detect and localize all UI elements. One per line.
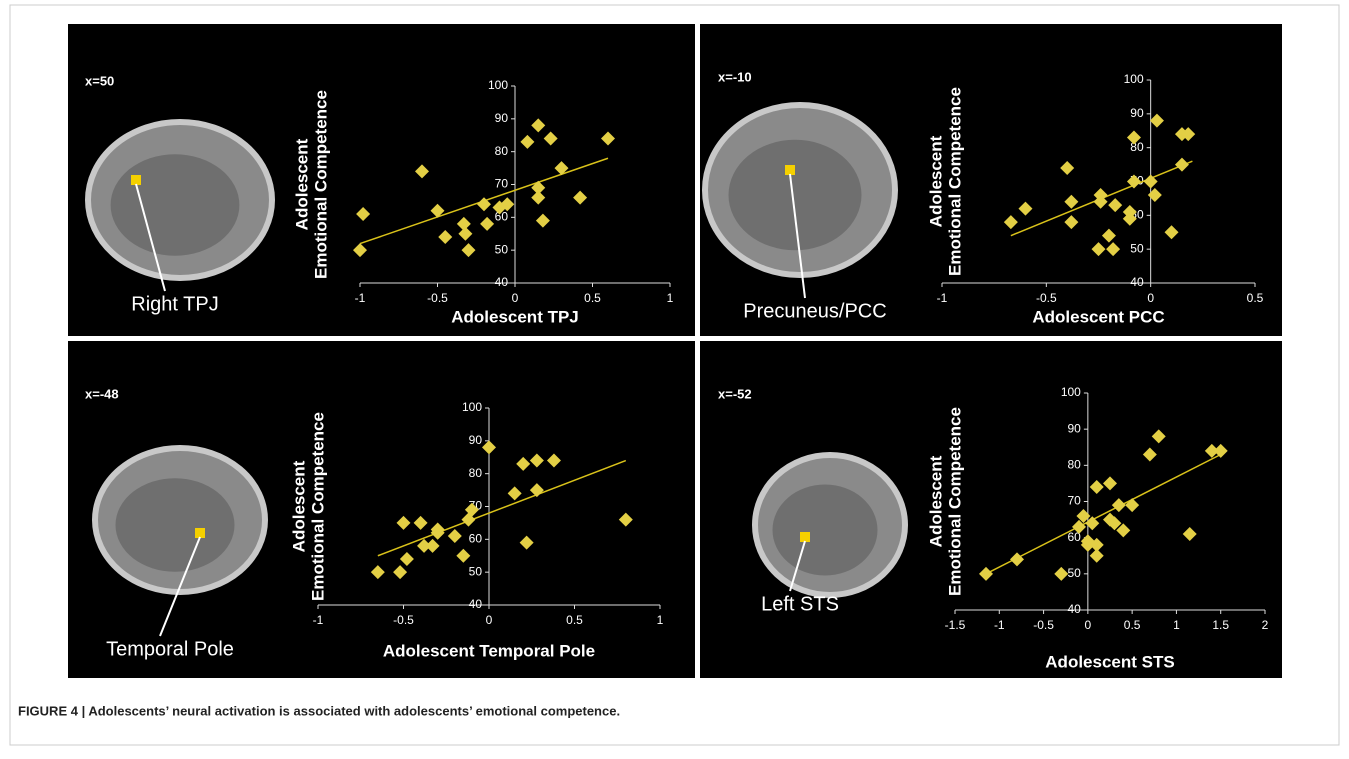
y-axis-label: Emotional Competence bbox=[311, 90, 330, 279]
y-tick-label: 50 bbox=[495, 242, 509, 256]
y-tick-label: 90 bbox=[469, 433, 483, 447]
x-tick-label: -0.5 bbox=[1036, 291, 1057, 305]
panel: x=-48Temporal Pole405060708090100-1-0.50… bbox=[68, 341, 695, 678]
region-label: Precuneus/PCC bbox=[743, 300, 886, 322]
panel: x=-10Precuneus/PCC405060708090100-1-0.50… bbox=[700, 24, 1282, 336]
x-tick-label: 0 bbox=[1147, 291, 1154, 305]
y-tick-label: 80 bbox=[1067, 458, 1081, 472]
region-label: Right TPJ bbox=[131, 293, 218, 315]
caption: FIGURE 4 | Adolescents’ neural activatio… bbox=[18, 703, 620, 718]
y-axis-label: Adolescent bbox=[926, 455, 945, 547]
x-tick-label: -1 bbox=[937, 291, 948, 305]
x-axis-label: Adolescent PCC bbox=[1032, 307, 1164, 326]
y-tick-label: 100 bbox=[462, 400, 482, 414]
brain-detail bbox=[111, 154, 240, 255]
y-tick-label: 40 bbox=[469, 597, 483, 611]
x-axis-label: Adolescent Temporal Pole bbox=[383, 641, 595, 660]
x-tick-label: 0.5 bbox=[1247, 291, 1264, 305]
x-tick-label: -1 bbox=[355, 291, 366, 305]
region-label: Left STS bbox=[761, 593, 839, 615]
y-tick-label: 90 bbox=[1067, 421, 1081, 435]
figure: FIGURE 4 | Adolescents’ neural activatio… bbox=[0, 0, 1349, 754]
x-tick-label: -1 bbox=[994, 618, 1005, 632]
y-tick-label: 50 bbox=[1130, 241, 1144, 255]
y-tick-label: 40 bbox=[1067, 602, 1081, 616]
y-axis-label: Emotional Competence bbox=[945, 87, 964, 276]
x-tick-label: 0 bbox=[512, 291, 519, 305]
y-tick-label: 60 bbox=[469, 532, 483, 546]
y-tick-label: 80 bbox=[495, 144, 509, 158]
x-axis-label: Adolescent TPJ bbox=[451, 307, 579, 326]
x-tick-label: 0 bbox=[486, 613, 493, 627]
x-tick-label: 1 bbox=[667, 291, 674, 305]
y-tick-label: 90 bbox=[1130, 106, 1144, 120]
y-axis-label: Emotional Competence bbox=[308, 412, 327, 601]
region-label: Temporal Pole bbox=[106, 638, 234, 660]
x-tick-label: 2 bbox=[1262, 618, 1269, 632]
x-axis-label: Adolescent STS bbox=[1045, 652, 1174, 671]
y-tick-label: 100 bbox=[488, 78, 508, 92]
x-tick-label: -0.5 bbox=[427, 291, 448, 305]
activation-spot bbox=[785, 165, 795, 175]
brain-detail bbox=[116, 478, 235, 572]
brain-detail bbox=[729, 140, 862, 251]
x-tick-label: 0 bbox=[1085, 618, 1092, 632]
y-tick-label: 70 bbox=[495, 177, 509, 191]
activation-spot bbox=[131, 175, 141, 185]
x-tick-label: -1 bbox=[313, 613, 324, 627]
slice-label: x=50 bbox=[85, 73, 114, 88]
x-tick-label: 1.5 bbox=[1212, 618, 1229, 632]
y-tick-label: 50 bbox=[1067, 566, 1081, 580]
y-axis-label: Adolescent bbox=[926, 135, 945, 227]
x-tick-label: -1.5 bbox=[945, 618, 966, 632]
slice-label: x=-48 bbox=[85, 386, 119, 401]
y-axis-label: Adolescent bbox=[289, 460, 308, 552]
y-axis-label: Adolescent bbox=[292, 138, 311, 230]
y-tick-label: 80 bbox=[469, 466, 483, 480]
y-tick-label: 90 bbox=[495, 111, 509, 125]
x-tick-label: -0.5 bbox=[393, 613, 414, 627]
x-tick-label: 1 bbox=[657, 613, 664, 627]
x-tick-label: 1 bbox=[1173, 618, 1180, 632]
activation-spot bbox=[800, 532, 810, 542]
y-tick-label: 100 bbox=[1124, 72, 1144, 86]
x-tick-label: -0.5 bbox=[1033, 618, 1054, 632]
y-tick-label: 40 bbox=[495, 275, 509, 289]
slice-label: x=-52 bbox=[718, 386, 752, 401]
y-tick-label: 100 bbox=[1061, 385, 1081, 399]
slice-label: x=-10 bbox=[718, 69, 752, 84]
activation-spot bbox=[195, 528, 205, 538]
brain-detail bbox=[773, 485, 878, 576]
x-tick-label: 0.5 bbox=[566, 613, 583, 627]
y-tick-label: 40 bbox=[1130, 275, 1144, 289]
x-tick-label: 0.5 bbox=[1124, 618, 1141, 632]
y-tick-label: 70 bbox=[1067, 494, 1081, 508]
x-tick-label: 0.5 bbox=[584, 291, 601, 305]
y-axis-label: Emotional Competence bbox=[945, 407, 964, 596]
y-tick-label: 50 bbox=[469, 564, 483, 578]
